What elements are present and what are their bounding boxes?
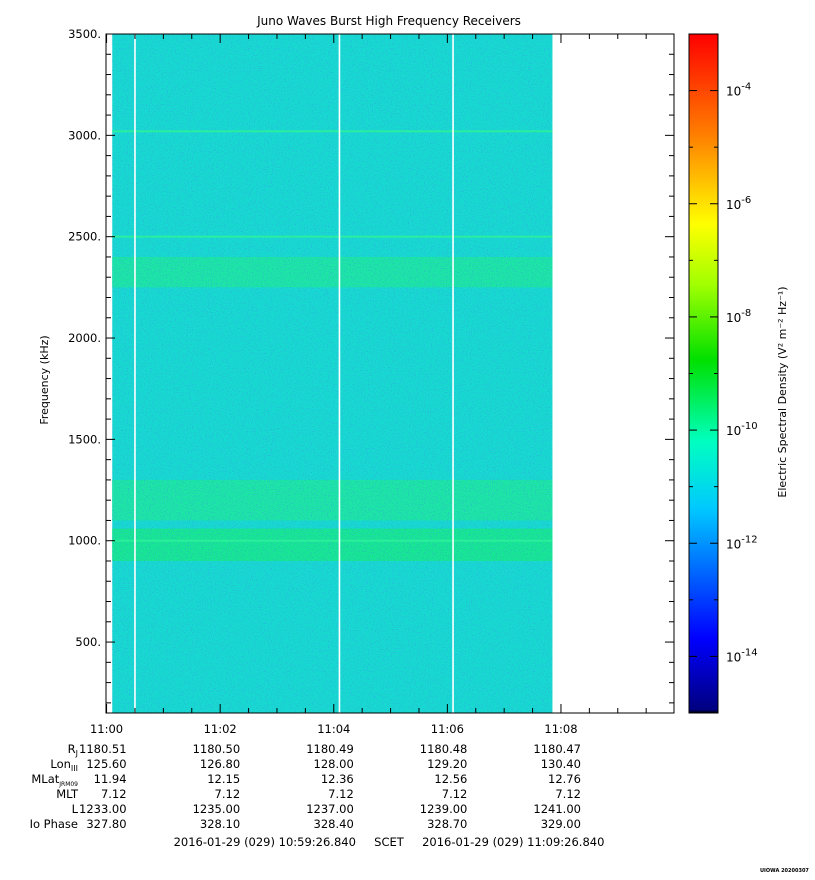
x-tick-label: 11:06 bbox=[431, 722, 464, 736]
ephemeris-value: 129.20 bbox=[427, 757, 467, 771]
colorbar-label: Electric Spectral Density (V² m⁻² Hz⁻¹) bbox=[776, 286, 789, 497]
data-gap-line bbox=[452, 34, 454, 713]
narrowband-line bbox=[112, 539, 553, 542]
ephemeris-value: 130.40 bbox=[541, 757, 581, 771]
ephemeris-value: 1180.50 bbox=[193, 742, 241, 756]
colorbar: 10-14 10-12 10-10 10-8 10-6 10-4 bbox=[688, 33, 758, 714]
plot-frame bbox=[105, 33, 675, 714]
ephemeris-value: 7.12 bbox=[442, 787, 468, 801]
spectral-noise bbox=[112, 34, 553, 713]
x-tick-label: 11:02 bbox=[204, 722, 237, 736]
ephemeris-table: RJ 1180.51 1180.50 1180.49 1180.48 1180.47 Lon… bbox=[30, 742, 581, 831]
ephemeris-value: 125.60 bbox=[86, 757, 126, 771]
chart-title: Juno Waves Burst High Frequency Receiver… bbox=[256, 14, 521, 28]
plot-area bbox=[112, 34, 553, 713]
ephemeris-value: 7.12 bbox=[101, 787, 127, 801]
data-gap-line bbox=[134, 34, 136, 713]
ephemeris-row-label: Io Phase bbox=[30, 817, 78, 831]
colorbar-tick-label: 10-6 bbox=[726, 195, 751, 212]
ephemeris-value: 1233.00 bbox=[79, 802, 127, 816]
data-gap-line bbox=[338, 34, 341, 713]
ephemeris-value: 7.12 bbox=[215, 787, 241, 801]
y-tick-label: 1000. bbox=[68, 534, 101, 548]
ephemeris-row-label: RJ bbox=[68, 742, 78, 758]
x-tick-label: 11:08 bbox=[544, 722, 577, 736]
colorbar-tick-label: 10-4 bbox=[726, 82, 751, 99]
x-tick-label: 11:04 bbox=[317, 722, 350, 736]
credit-stamp: UIOWA 20200307 bbox=[760, 868, 809, 874]
ephemeris-value: 328.40 bbox=[314, 817, 354, 831]
ephemeris-value: 1239.00 bbox=[420, 802, 468, 816]
y-axis-label: Frequency (kHz) bbox=[38, 335, 51, 424]
ephemeris-value: 11.94 bbox=[94, 772, 127, 786]
y-tick-label: 3500. bbox=[68, 27, 101, 41]
time-range-footer: 2016-01-29 (029) 10:59:26.840 SCET 2016-… bbox=[174, 835, 605, 849]
ephemeris-row-label: MLT bbox=[56, 787, 79, 801]
ephemeris-value: 12.76 bbox=[548, 772, 581, 786]
colorbar-tick-label: 10-8 bbox=[726, 308, 751, 325]
ephemeris-value: 126.80 bbox=[200, 757, 240, 771]
colorbar-tick-label: 10-14 bbox=[726, 647, 758, 664]
ephemeris-value: 328.70 bbox=[427, 817, 467, 831]
ephemeris-value: 12.56 bbox=[434, 772, 467, 786]
ephemeris-value: 1180.51 bbox=[79, 742, 127, 756]
y-tick-label: 2000. bbox=[68, 331, 101, 345]
ephemeris-value: 128.00 bbox=[314, 757, 354, 771]
ephemeris-value: 1180.49 bbox=[306, 742, 354, 756]
ephemeris-value: 328.10 bbox=[200, 817, 240, 831]
ephemeris-value: 1180.48 bbox=[420, 742, 468, 756]
y-tick-label: 500. bbox=[75, 635, 101, 649]
axes: 500. 1000. 1500. 2000. 2500. 3000. 3500. 11:00 1… bbox=[68, 27, 675, 736]
ephemeris-value: 329.00 bbox=[541, 817, 581, 831]
narrowband-line bbox=[112, 235, 553, 238]
y-tick-label: 2500. bbox=[68, 230, 101, 244]
narrowband-line bbox=[112, 130, 553, 133]
ephemeris-value: 327.80 bbox=[86, 817, 126, 831]
x-tick-label: 11:00 bbox=[90, 722, 123, 736]
ephemeris-value: 12.36 bbox=[321, 772, 354, 786]
y-tick-label: 1500. bbox=[68, 432, 101, 446]
ephemeris-value: 1241.00 bbox=[533, 802, 581, 816]
ephemeris-value: 1180.47 bbox=[533, 742, 581, 756]
ephemeris-row-label: MLatJRM09 bbox=[31, 772, 78, 788]
ephemeris-value: 1237.00 bbox=[306, 802, 354, 816]
ephemeris-value: 7.12 bbox=[328, 787, 354, 801]
ephemeris-row-label: L bbox=[72, 802, 79, 816]
ephemeris-value: 7.12 bbox=[555, 787, 581, 801]
colorbar-tick-label: 10-10 bbox=[726, 421, 758, 438]
colorbar-tick-label: 10-12 bbox=[726, 534, 758, 551]
y-tick-label: 3000. bbox=[68, 128, 101, 142]
ephemeris-value: 12.15 bbox=[207, 772, 240, 786]
colorbar-gradient bbox=[688, 33, 719, 714]
ephemeris-row-label: LonIII bbox=[50, 757, 78, 773]
ephemeris-value: 1235.00 bbox=[193, 802, 241, 816]
